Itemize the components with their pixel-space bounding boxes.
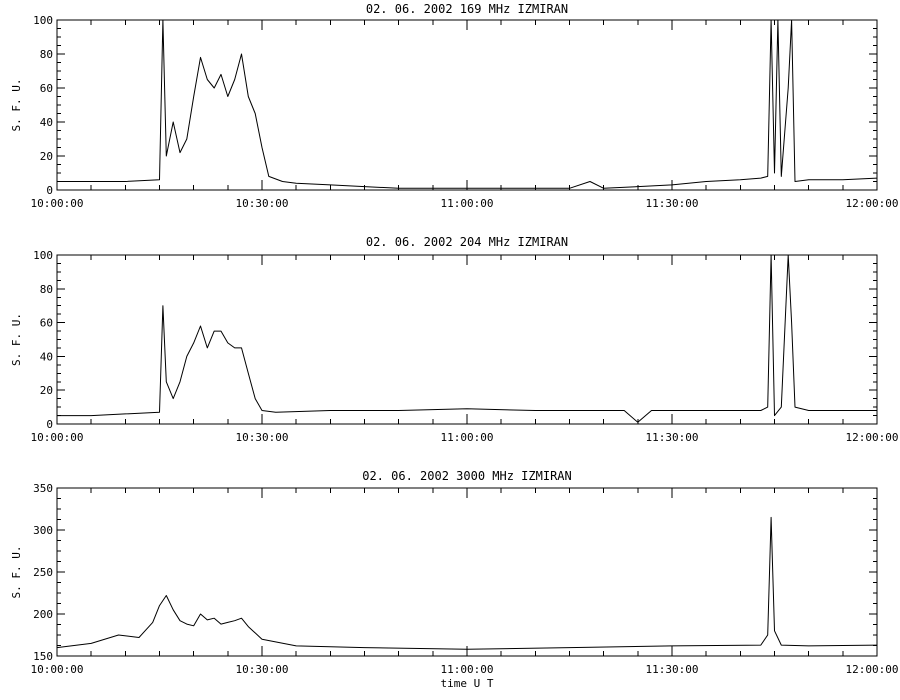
x-tick-label: 10:30:00 <box>236 197 289 210</box>
y-tick-label: 250 <box>33 566 53 579</box>
y-tick-label: 0 <box>46 418 53 431</box>
data-series-line <box>56 516 878 650</box>
data-series-line <box>57 19 878 189</box>
x-tick-label: 11:00:00 <box>441 663 494 676</box>
plot-frame <box>56 19 878 191</box>
chart-title: 02. 06. 2002 3000 MHz IZMIRAN <box>362 469 572 483</box>
y-tick-label: 200 <box>33 608 53 621</box>
y-tick-label: 40 <box>40 116 53 129</box>
plot-frame <box>56 487 878 657</box>
y-tick-label: 80 <box>40 283 53 296</box>
y-tick-label: 60 <box>40 82 53 95</box>
data-series-line <box>57 254 877 423</box>
x-tick-label: 11:30:00 <box>646 431 699 444</box>
x-tick-label: 12:00:00 <box>846 431 899 444</box>
y-tick-label: 20 <box>40 384 53 397</box>
y-tick-label: 100 <box>33 249 53 262</box>
chart-panel: 02. 06. 2002 204 MHz IZMIRAN S. F. U. 0 20 4… <box>10 235 898 444</box>
x-tick-label: 10:30:00 <box>236 431 289 444</box>
chart-title: 02. 06. 2002 169 MHz IZMIRAN <box>366 2 568 16</box>
y-tick-label: 300 <box>33 524 53 537</box>
x-tick-label: 10:00:00 <box>31 663 84 676</box>
y-axis-label: S. F. U. <box>10 546 23 599</box>
y-tick-label: 100 <box>33 14 53 27</box>
y-axis-label: S. F. U. <box>10 313 23 366</box>
plot-frame <box>56 254 878 425</box>
y-tick-label: 20 <box>40 150 53 163</box>
y-tick-label: 150 <box>33 650 53 663</box>
y-tick-label: 80 <box>40 48 53 61</box>
y-tick-label: 0 <box>46 184 53 197</box>
x-tick-label: 11:30:00 <box>646 197 699 210</box>
chart-panel: 02. 06. 2002 169 MHz IZMIRAN S. F. U. 0 20 4… <box>10 2 898 210</box>
x-tick-label: 11:30:00 <box>646 663 699 676</box>
x-tick-label: 10:30:00 <box>236 663 289 676</box>
chart-title: 02. 06. 2002 204 MHz IZMIRAN <box>366 235 568 249</box>
y-tick-label: 350 <box>33 482 53 495</box>
x-tick-label: 10:00:00 <box>31 431 84 444</box>
y-axis-label: S. F. U. <box>10 79 23 132</box>
chart-panel: 02. 06. 2002 3000 MHz IZMIRAN S. F. U. 150… <box>10 469 898 690</box>
y-tick-label: 40 <box>40 350 53 363</box>
x-tick-label: 11:00:00 <box>441 431 494 444</box>
x-tick-label: 12:00:00 <box>846 197 899 210</box>
x-tick-label: 10:00:00 <box>31 197 84 210</box>
x-tick-label: 11:00:00 <box>441 197 494 210</box>
y-tick-label: 60 <box>40 317 53 330</box>
x-axis-label: time U T <box>441 677 494 690</box>
x-tick-label: 12:00:00 <box>846 663 899 676</box>
